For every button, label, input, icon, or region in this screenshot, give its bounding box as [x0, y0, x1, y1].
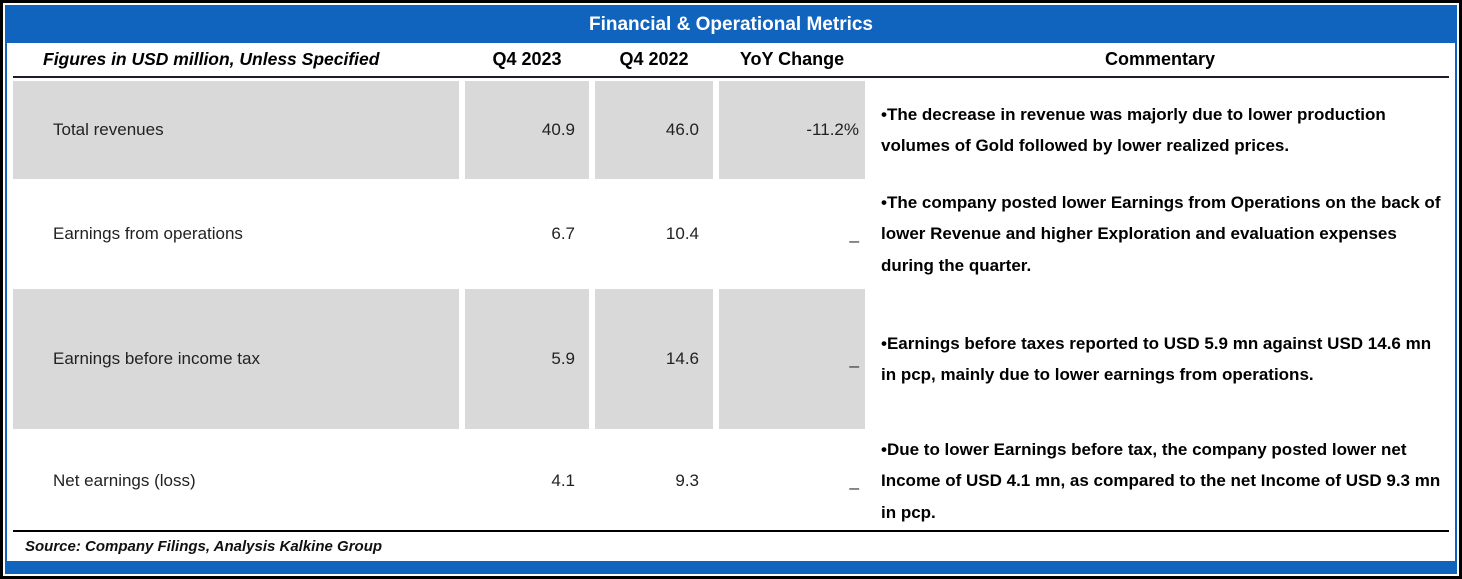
yoy-change-value: _ — [719, 289, 865, 429]
yoy-change-value: _ — [849, 471, 859, 490]
metric-name: Earnings from operations — [53, 224, 243, 243]
table-row: Net earnings (loss) 4.1 9.3 _ •Due to lo… — [13, 432, 1449, 530]
column-header-q4-2022: Q4 2022 — [619, 49, 689, 69]
commentary-text: •Earnings before taxes reported to USD 5… — [871, 289, 1449, 429]
metric-name: Net earnings (loss) — [53, 471, 196, 490]
commentary-text: •Due to lower Earnings before tax, the c… — [871, 432, 1449, 530]
table-title: Financial & Operational Metrics — [7, 7, 1455, 43]
q4-2023-value: 5.9 — [465, 289, 589, 429]
commentary-text: •The company posted lower Earnings from … — [871, 182, 1449, 286]
table-row: Earnings before income tax 5.9 14.6 _ •E… — [13, 289, 1449, 429]
column-header-commentary: Commentary — [1104, 49, 1216, 69]
metric-name: Earnings before income tax — [13, 289, 459, 429]
yoy-change-value: _ — [849, 224, 859, 243]
column-header-yoy-change: YoY Change — [739, 49, 845, 69]
metrics-table: Figures in USD million, Unless Specified… — [7, 43, 1455, 561]
q4-2022-value: 46.0 — [595, 81, 713, 179]
source-note: Source: Company Filings, Analysis Kalkin… — [13, 530, 1449, 561]
column-header-q4-2023: Q4 2023 — [492, 49, 562, 69]
yoy-change-value: -11.2% — [719, 81, 865, 179]
commentary-text: •The decrease in revenue was majorly due… — [871, 81, 1449, 179]
q4-2023-value: 40.9 — [465, 81, 589, 179]
metric-name: Total revenues — [13, 81, 459, 179]
q4-2023-value: 6.7 — [551, 224, 575, 243]
table-row: Earnings from operations 6.7 10.4 _ •The… — [13, 182, 1449, 286]
table-inner-frame: Financial & Operational Metrics Figures … — [5, 5, 1457, 574]
q4-2023-value: 4.1 — [551, 471, 575, 490]
q4-2022-value: 14.6 — [595, 289, 713, 429]
column-header-row: Figures in USD million, Unless Specified… — [13, 43, 1449, 78]
table-row: Total revenues 40.9 46.0 -11.2% •The dec… — [13, 81, 1449, 179]
column-header-metric: Figures in USD million, Unless Specified — [43, 49, 380, 69]
q4-2022-value: 10.4 — [665, 224, 699, 243]
bottom-accent-bar — [7, 561, 1455, 572]
q4-2022-value: 9.3 — [675, 471, 699, 490]
